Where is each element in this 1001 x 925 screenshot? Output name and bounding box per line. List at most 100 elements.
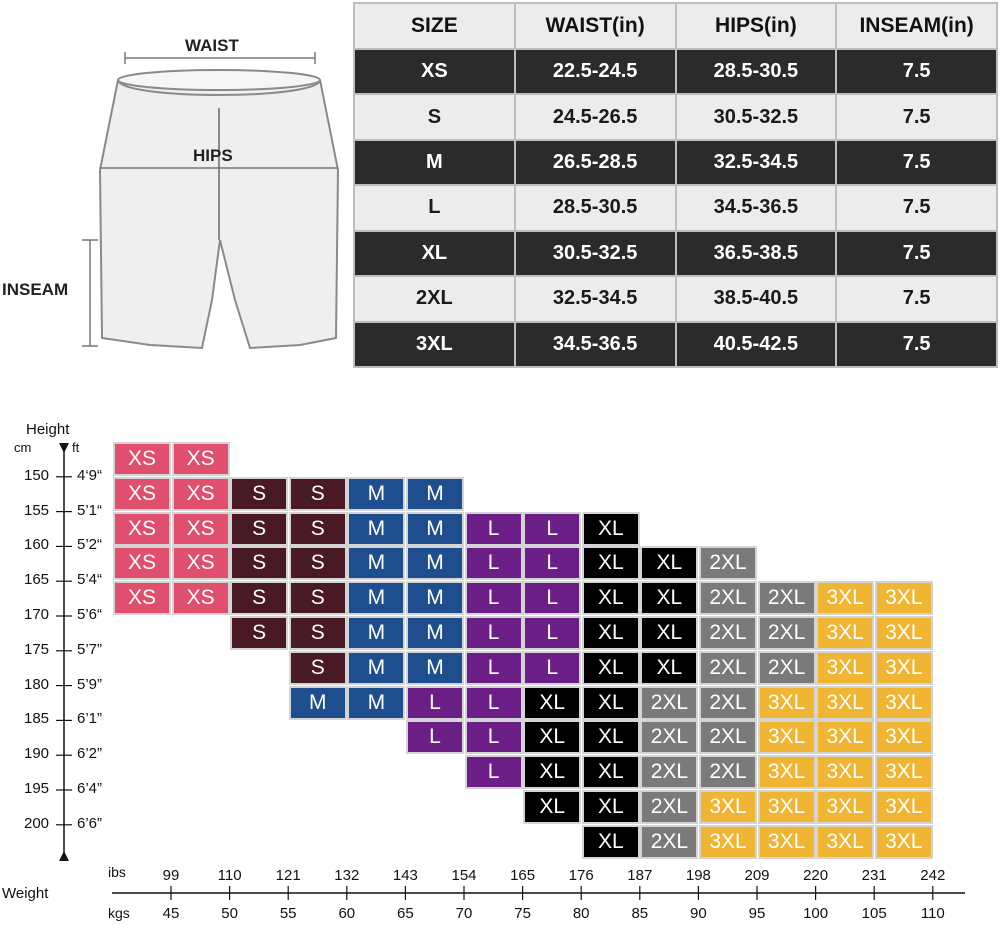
size-cell-3xl: 3XL — [757, 720, 816, 755]
table-row: L 28.5-30.5 34.5-36.5 7.5 — [353, 184, 998, 232]
inseam-cell: 7.5 — [835, 229, 998, 278]
header-waist: WAIST(in) — [513, 2, 677, 50]
weight-kg-label: 60 — [338, 905, 356, 922]
size-cell-xl: XL — [581, 720, 640, 755]
size-cell-l: L — [464, 755, 523, 790]
weight-lbs-label: 187 — [627, 867, 653, 884]
height-unit-ft: ft — [72, 440, 80, 455]
size-cell-s: S — [288, 616, 347, 650]
size-cell-xs: XS — [113, 581, 171, 616]
height-weight-chart: Height cm ft Weight ibs kgs XS XS XS XS S S M M… — [0, 415, 1001, 925]
header-size: SIZE — [353, 2, 516, 50]
size-cell-l: L — [523, 546, 582, 581]
table-row: XS 22.5-24.5 28.5-30.5 7.5 — [353, 47, 998, 96]
size-cell-xl: XL — [640, 650, 699, 685]
weight-kg-label: 100 — [803, 905, 829, 922]
waist-cell: 34.5-36.5 — [513, 320, 677, 369]
height-cm-label: 165 — [24, 571, 50, 589]
weight-lbs-label: 143 — [392, 867, 418, 884]
size-cell-l: L — [464, 581, 523, 616]
weight-kg-label: 45 — [162, 905, 180, 922]
size-cell: XL — [353, 229, 516, 278]
height-cm-label: 150 — [24, 466, 50, 484]
height-ft-label: 6’1” — [77, 710, 103, 728]
size-cell-2xl: 2XL — [699, 546, 757, 581]
size-cell-l: L — [464, 685, 523, 720]
weight-kg-label: 80 — [572, 905, 590, 922]
height-ft-label: 6’6” — [77, 814, 103, 832]
size-cell-3xl: 3XL — [874, 650, 933, 685]
size-cell-xs: XS — [113, 476, 171, 511]
height-ft-label: 4‘9“ — [77, 466, 103, 484]
height-ft-label: 5’2“ — [77, 536, 103, 554]
size-table-header-row: SIZE WAIST(in) HIPS(in) INSEAM(in) — [353, 2, 998, 50]
size-cell-2xl: 2XL — [640, 790, 699, 824]
size-cell-m: M — [406, 476, 464, 511]
weight-lbs-label: 198 — [685, 867, 711, 884]
size-cell-m: M — [347, 650, 406, 685]
weight-lbs-label: 165 — [510, 867, 536, 884]
waist-cell: 32.5-34.5 — [513, 275, 677, 323]
height-cm-label: 195 — [24, 780, 50, 797]
size-cell-xs: XS — [113, 442, 171, 476]
weight-lbs-label: 231 — [861, 867, 887, 884]
size-cell-2xl: 2XL — [699, 616, 757, 650]
size-cell-xs: XS — [171, 511, 230, 546]
size-cell-xl: XL — [581, 755, 640, 790]
waist-cell: 30.5-32.5 — [513, 229, 677, 278]
size-cell-3xl: 3XL — [757, 824, 816, 859]
size-cell-xl: XL — [581, 824, 640, 859]
size-table: SIZE WAIST(in) HIPS(in) INSEAM(in) XS 22… — [353, 2, 998, 369]
size-cell-l: L — [464, 546, 523, 581]
size-cell-3xl: 3XL — [816, 650, 875, 685]
size-cell-xl: XL — [581, 581, 640, 616]
weight-kg-label: 85 — [631, 905, 649, 922]
weight-lbs-label: 110 — [217, 867, 242, 884]
size-cell-xl: XL — [640, 616, 699, 650]
weight-unit-kg: kgs — [108, 905, 130, 921]
size-cell-s: S — [230, 511, 289, 546]
size-cell-3xl: 3XL — [816, 824, 875, 859]
size-cell-xl: XL — [581, 790, 640, 824]
size-cell-3xl: 3XL — [699, 824, 757, 859]
size-cell-3xl: 3XL — [874, 790, 933, 824]
inseam-cell: 7.5 — [835, 47, 998, 96]
height-cm-label: 170 — [24, 606, 50, 623]
size-cell-3xl: 3XL — [816, 685, 875, 720]
hips-cell: 38.5-40.5 — [674, 275, 838, 323]
size-cell-l: L — [464, 511, 523, 546]
inseam-cell: 7.5 — [835, 184, 998, 232]
size-cell-xl: XL — [581, 546, 640, 581]
height-axis-arrow-top — [59, 443, 69, 453]
size-cell-3xl: 3XL — [816, 581, 875, 616]
waist-cell: 24.5-26.5 — [513, 93, 677, 141]
size-cell-xl: XL — [581, 650, 640, 685]
size-cell-xs: XS — [113, 546, 171, 581]
size-cell-2xl: 2XL — [699, 755, 757, 790]
height-unit-cm: cm — [14, 440, 32, 455]
size-cell-m: M — [347, 581, 406, 616]
size-cell-2xl: 2XL — [640, 824, 699, 859]
size-cell-2xl: 2XL — [640, 720, 699, 755]
size-cell-l: L — [464, 720, 523, 755]
height-cm-label: 185 — [24, 710, 50, 728]
height-ft-label: 5’9” — [77, 675, 103, 693]
size-cell-l: L — [406, 685, 464, 720]
size-cell: 3XL — [353, 320, 516, 369]
weight-kg-label: 105 — [861, 905, 887, 922]
size-cell-m: M — [288, 685, 347, 720]
weight-kg-label: 110 — [920, 905, 945, 922]
size-cell-xl: XL — [523, 755, 582, 790]
size-cell-3xl: 3XL — [874, 616, 933, 650]
size-cell-3xl: 3XL — [874, 685, 933, 720]
size-cell-3xl: 3XL — [816, 790, 875, 824]
height-ft-label: 5’6“ — [77, 606, 103, 623]
size-cell: M — [353, 138, 516, 187]
shorts-illustration — [82, 52, 340, 350]
size-cell-s: S — [230, 581, 289, 616]
size-cell-2xl: 2XL — [699, 720, 757, 755]
height-ft-label: 6’4” — [77, 780, 103, 797]
size-cell-3xl: 3XL — [816, 720, 875, 755]
size-cell: S — [353, 93, 516, 141]
size-cell-m: M — [347, 616, 406, 650]
